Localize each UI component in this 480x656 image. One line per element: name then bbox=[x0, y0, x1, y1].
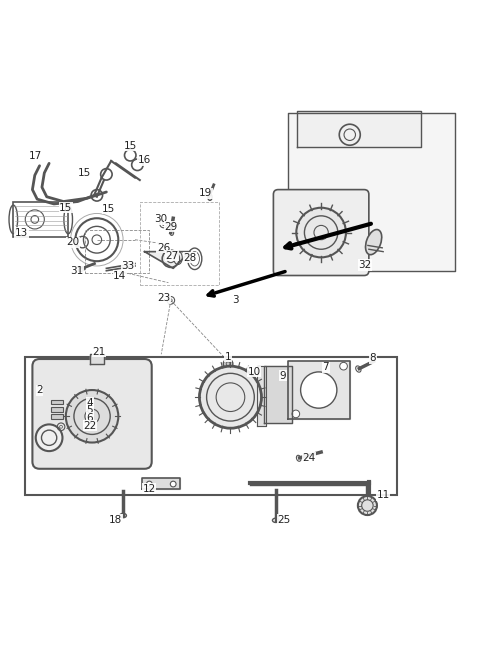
Text: 22: 22 bbox=[83, 421, 96, 431]
Polygon shape bbox=[288, 113, 455, 271]
FancyBboxPatch shape bbox=[274, 190, 369, 276]
Polygon shape bbox=[257, 366, 266, 426]
Text: 23: 23 bbox=[157, 293, 170, 304]
Text: 29: 29 bbox=[164, 222, 178, 232]
Bar bbox=[85, 230, 149, 273]
Text: 10: 10 bbox=[248, 367, 261, 377]
Bar bbox=[25, 357, 397, 495]
Bar bbox=[13, 201, 68, 237]
Ellipse shape bbox=[366, 230, 382, 255]
Text: 3: 3 bbox=[232, 295, 239, 305]
Text: 31: 31 bbox=[70, 266, 84, 276]
Text: 11: 11 bbox=[376, 490, 390, 500]
Circle shape bbox=[66, 390, 118, 443]
Text: 15: 15 bbox=[59, 203, 72, 213]
Text: 18: 18 bbox=[109, 515, 122, 525]
Text: 15: 15 bbox=[78, 168, 92, 178]
Text: 32: 32 bbox=[359, 260, 372, 270]
Bar bbox=[140, 201, 218, 285]
Text: 28: 28 bbox=[183, 253, 196, 263]
Text: 14: 14 bbox=[113, 271, 126, 281]
Text: 13: 13 bbox=[15, 228, 28, 237]
Polygon shape bbox=[144, 252, 190, 268]
Text: 12: 12 bbox=[143, 484, 156, 494]
Polygon shape bbox=[297, 111, 421, 147]
Text: 16: 16 bbox=[138, 155, 151, 165]
Text: 24: 24 bbox=[302, 453, 316, 462]
Text: 25: 25 bbox=[277, 515, 290, 525]
Text: 30: 30 bbox=[154, 215, 167, 224]
Text: 15: 15 bbox=[102, 204, 115, 214]
Circle shape bbox=[170, 482, 176, 487]
Circle shape bbox=[339, 124, 360, 145]
Polygon shape bbox=[264, 366, 292, 423]
Text: 20: 20 bbox=[66, 237, 80, 247]
Text: 8: 8 bbox=[369, 353, 376, 363]
Bar bbox=[51, 414, 63, 419]
Polygon shape bbox=[142, 478, 180, 489]
Text: 5: 5 bbox=[86, 405, 93, 415]
Circle shape bbox=[296, 208, 346, 257]
Circle shape bbox=[340, 362, 348, 370]
Text: 26: 26 bbox=[157, 243, 170, 253]
Circle shape bbox=[223, 359, 233, 369]
Circle shape bbox=[146, 482, 152, 487]
Bar bbox=[51, 400, 63, 404]
Text: 19: 19 bbox=[199, 188, 212, 198]
Circle shape bbox=[358, 496, 377, 515]
Circle shape bbox=[199, 366, 262, 428]
Text: 2: 2 bbox=[36, 385, 43, 395]
Text: 15: 15 bbox=[124, 140, 137, 151]
Text: 6: 6 bbox=[86, 413, 93, 422]
Bar bbox=[51, 407, 63, 411]
Text: 17: 17 bbox=[29, 151, 42, 161]
Text: 33: 33 bbox=[121, 261, 134, 271]
Polygon shape bbox=[288, 361, 350, 419]
Text: 4: 4 bbox=[86, 398, 93, 408]
Text: 7: 7 bbox=[323, 362, 329, 372]
Text: 1: 1 bbox=[225, 352, 231, 361]
Circle shape bbox=[292, 410, 300, 418]
Text: 27: 27 bbox=[166, 251, 179, 261]
FancyBboxPatch shape bbox=[33, 359, 152, 469]
Polygon shape bbox=[90, 354, 104, 364]
Text: 21: 21 bbox=[93, 347, 106, 357]
Circle shape bbox=[36, 424, 62, 451]
Text: 9: 9 bbox=[280, 371, 286, 380]
Circle shape bbox=[300, 372, 337, 408]
